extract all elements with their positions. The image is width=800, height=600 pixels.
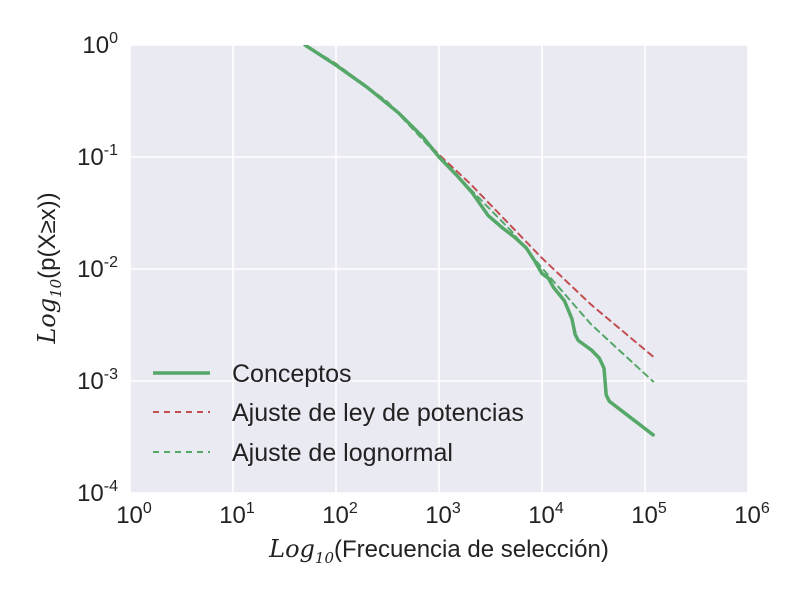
series-lines [303,45,655,437]
x-tick-label-base: 10 [425,502,452,529]
y-tick-label: 10-1 [77,142,118,171]
x-tick-label: 103 [425,500,461,529]
y-tick-label-exp: -1 [104,142,118,159]
x-tick-label-base: 10 [116,502,143,529]
x-tick-label: 106 [734,500,770,529]
y-tick-label-base: 10 [77,480,104,507]
x-tick-label: 102 [322,500,358,529]
y-tick-label-base: 10 [82,32,109,59]
x-tick-label-exp: 5 [658,500,667,517]
x-tick-label: 101 [219,500,255,529]
y-tick-label-exp: -2 [104,254,118,271]
x-tick-label: 100 [116,500,152,529]
x-tick-label: 105 [631,500,667,529]
x-tick-label-exp: 4 [555,500,564,517]
y-tick-label: 100 [82,30,118,59]
y-tick-label-base: 10 [77,144,104,171]
y-tick-label-base: 10 [77,256,104,283]
x-axis-label-math-sub: 10 [315,549,335,567]
legend-label-lognormal: Ajuste de lognormal [232,439,453,467]
y-tick-label-base: 10 [77,368,104,395]
y-axis-label-math-sub: 10 [47,278,65,298]
x-tick-label-exp: 0 [143,500,152,517]
x-axis-label: Log10(Frecuencia de selección) [268,535,609,567]
x-axis-label-math: Log [268,535,315,563]
x-tick-label-exp: 3 [452,500,461,517]
x-tick-label-base: 10 [631,502,658,529]
x-tick-label-base: 10 [528,502,555,529]
x-tick-label: 104 [528,500,564,529]
x-axis-label-text: (Frecuencia de selección) [334,536,609,563]
y-tick-label-exp: 0 [109,30,118,47]
x-tick-label-base: 10 [322,502,349,529]
y-axis-label-text: (p(X≥x)) [34,192,61,279]
y-tick-label: 10-2 [77,254,118,283]
y-tick-label-exp: -3 [104,366,118,383]
grid-lines [129,44,749,494]
y-axis-label: Log10(p(X≥x)) [33,192,65,344]
x-tick-label-base: 10 [734,502,761,529]
y-tick-label: 10-3 [77,366,118,395]
series-line-2 [303,45,655,437]
y-tick-label-exp: -4 [104,478,118,495]
x-tick-label-exp: 6 [761,500,770,517]
legend: Conceptos Ajuste de ley de potencias Aju… [153,360,524,467]
x-tick-label-base: 10 [219,502,246,529]
y-axis-label-math: Log [33,298,61,345]
x-tick-label-exp: 2 [349,500,358,517]
y-tick-label: 10-4 [77,478,118,507]
legend-label-ley-potencias: Ajuste de ley de potencias [232,399,524,427]
legend-label-conceptos: Conceptos [232,360,352,388]
x-tick-labels: 100 101 102 103 104 105 106 [116,500,770,529]
x-tick-label-exp: 1 [246,500,255,517]
